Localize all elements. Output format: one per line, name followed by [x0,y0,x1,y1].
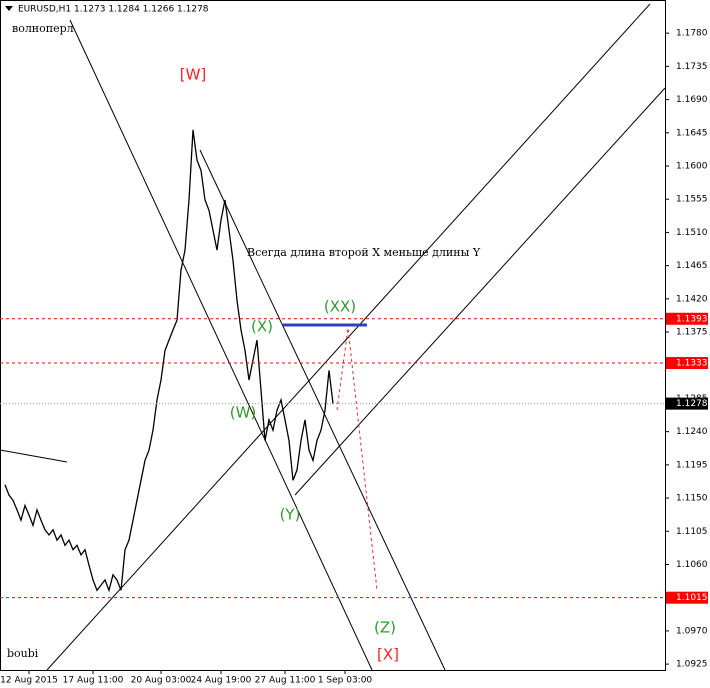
y-tick-label: 1.1150 [676,494,708,504]
trend-line [199,149,446,671]
wave-label: (W) [230,404,257,422]
y-tick-label: 1.1465 [676,261,708,271]
y-tick-label: 1.0925 [676,660,708,670]
y-tick-label: 1.1690 [676,95,708,105]
y-tick-label: 1.1735 [676,62,708,72]
price-level-box [666,397,708,410]
chart-title: EURUSD,H1 1.1273 1.1284 1.1266 1.1278 [18,5,209,15]
y-tick-label: 1.0970 [676,626,708,636]
price-level-box [666,591,708,604]
x-tick-label: 17 Aug 11:00 [63,676,124,686]
annotation: Всегда длина второй X меньше длины Y [247,246,481,259]
x-tick-label: 1 Sep 03:00 [318,676,373,686]
x-tick-label: 20 Aug 03:00 [131,676,192,686]
y-tick-label: 1.1510 [676,228,708,238]
price-level-label: 1.1393 [676,314,708,324]
price-level-box [666,312,708,325]
x-tick-label: 27 Aug 11:00 [255,676,316,686]
wave-label: [W] [180,66,207,84]
wave-label: (XX) [324,298,356,316]
y-tick-label: 1.1105 [676,527,708,537]
y-tick-label: 1.1555 [676,195,708,205]
price-line [4,129,334,593]
trend-line [294,87,666,496]
y-tick-label: 1.1780 [676,29,708,39]
price-level-label: 1.1333 [676,359,708,369]
x-tick-label: 12 Aug 2015 [0,676,58,686]
y-tick-label: 1.1060 [676,560,708,570]
wave-label: (Z) [374,619,396,637]
y-tick-label: 1.1195 [676,460,708,470]
price-level-label: 1.1278 [676,399,708,409]
footer-label: boubi [7,647,39,660]
y-tick-label: 1.1240 [676,427,708,437]
y-tick-label: 1.1375 [676,328,708,338]
trend-line [0,449,68,463]
x-tick-label: 24 Aug 19:00 [191,676,252,686]
wave-label: (Y) [280,506,301,524]
plot-frame [0,0,666,671]
wave-label: [X] [377,646,399,664]
wave-label: (X) [251,318,273,336]
y-tick-label: 1.1645 [676,128,708,138]
projection [336,327,378,591]
y-tick-label: 1.1420 [676,294,708,304]
trend-line [69,19,373,671]
price-level-label: 1.1015 [676,593,708,603]
menu-arrow [5,6,13,11]
y-tick-label: 1.1600 [676,162,708,172]
indicator-label: волноперл [12,22,74,35]
price-level-box [666,357,708,370]
